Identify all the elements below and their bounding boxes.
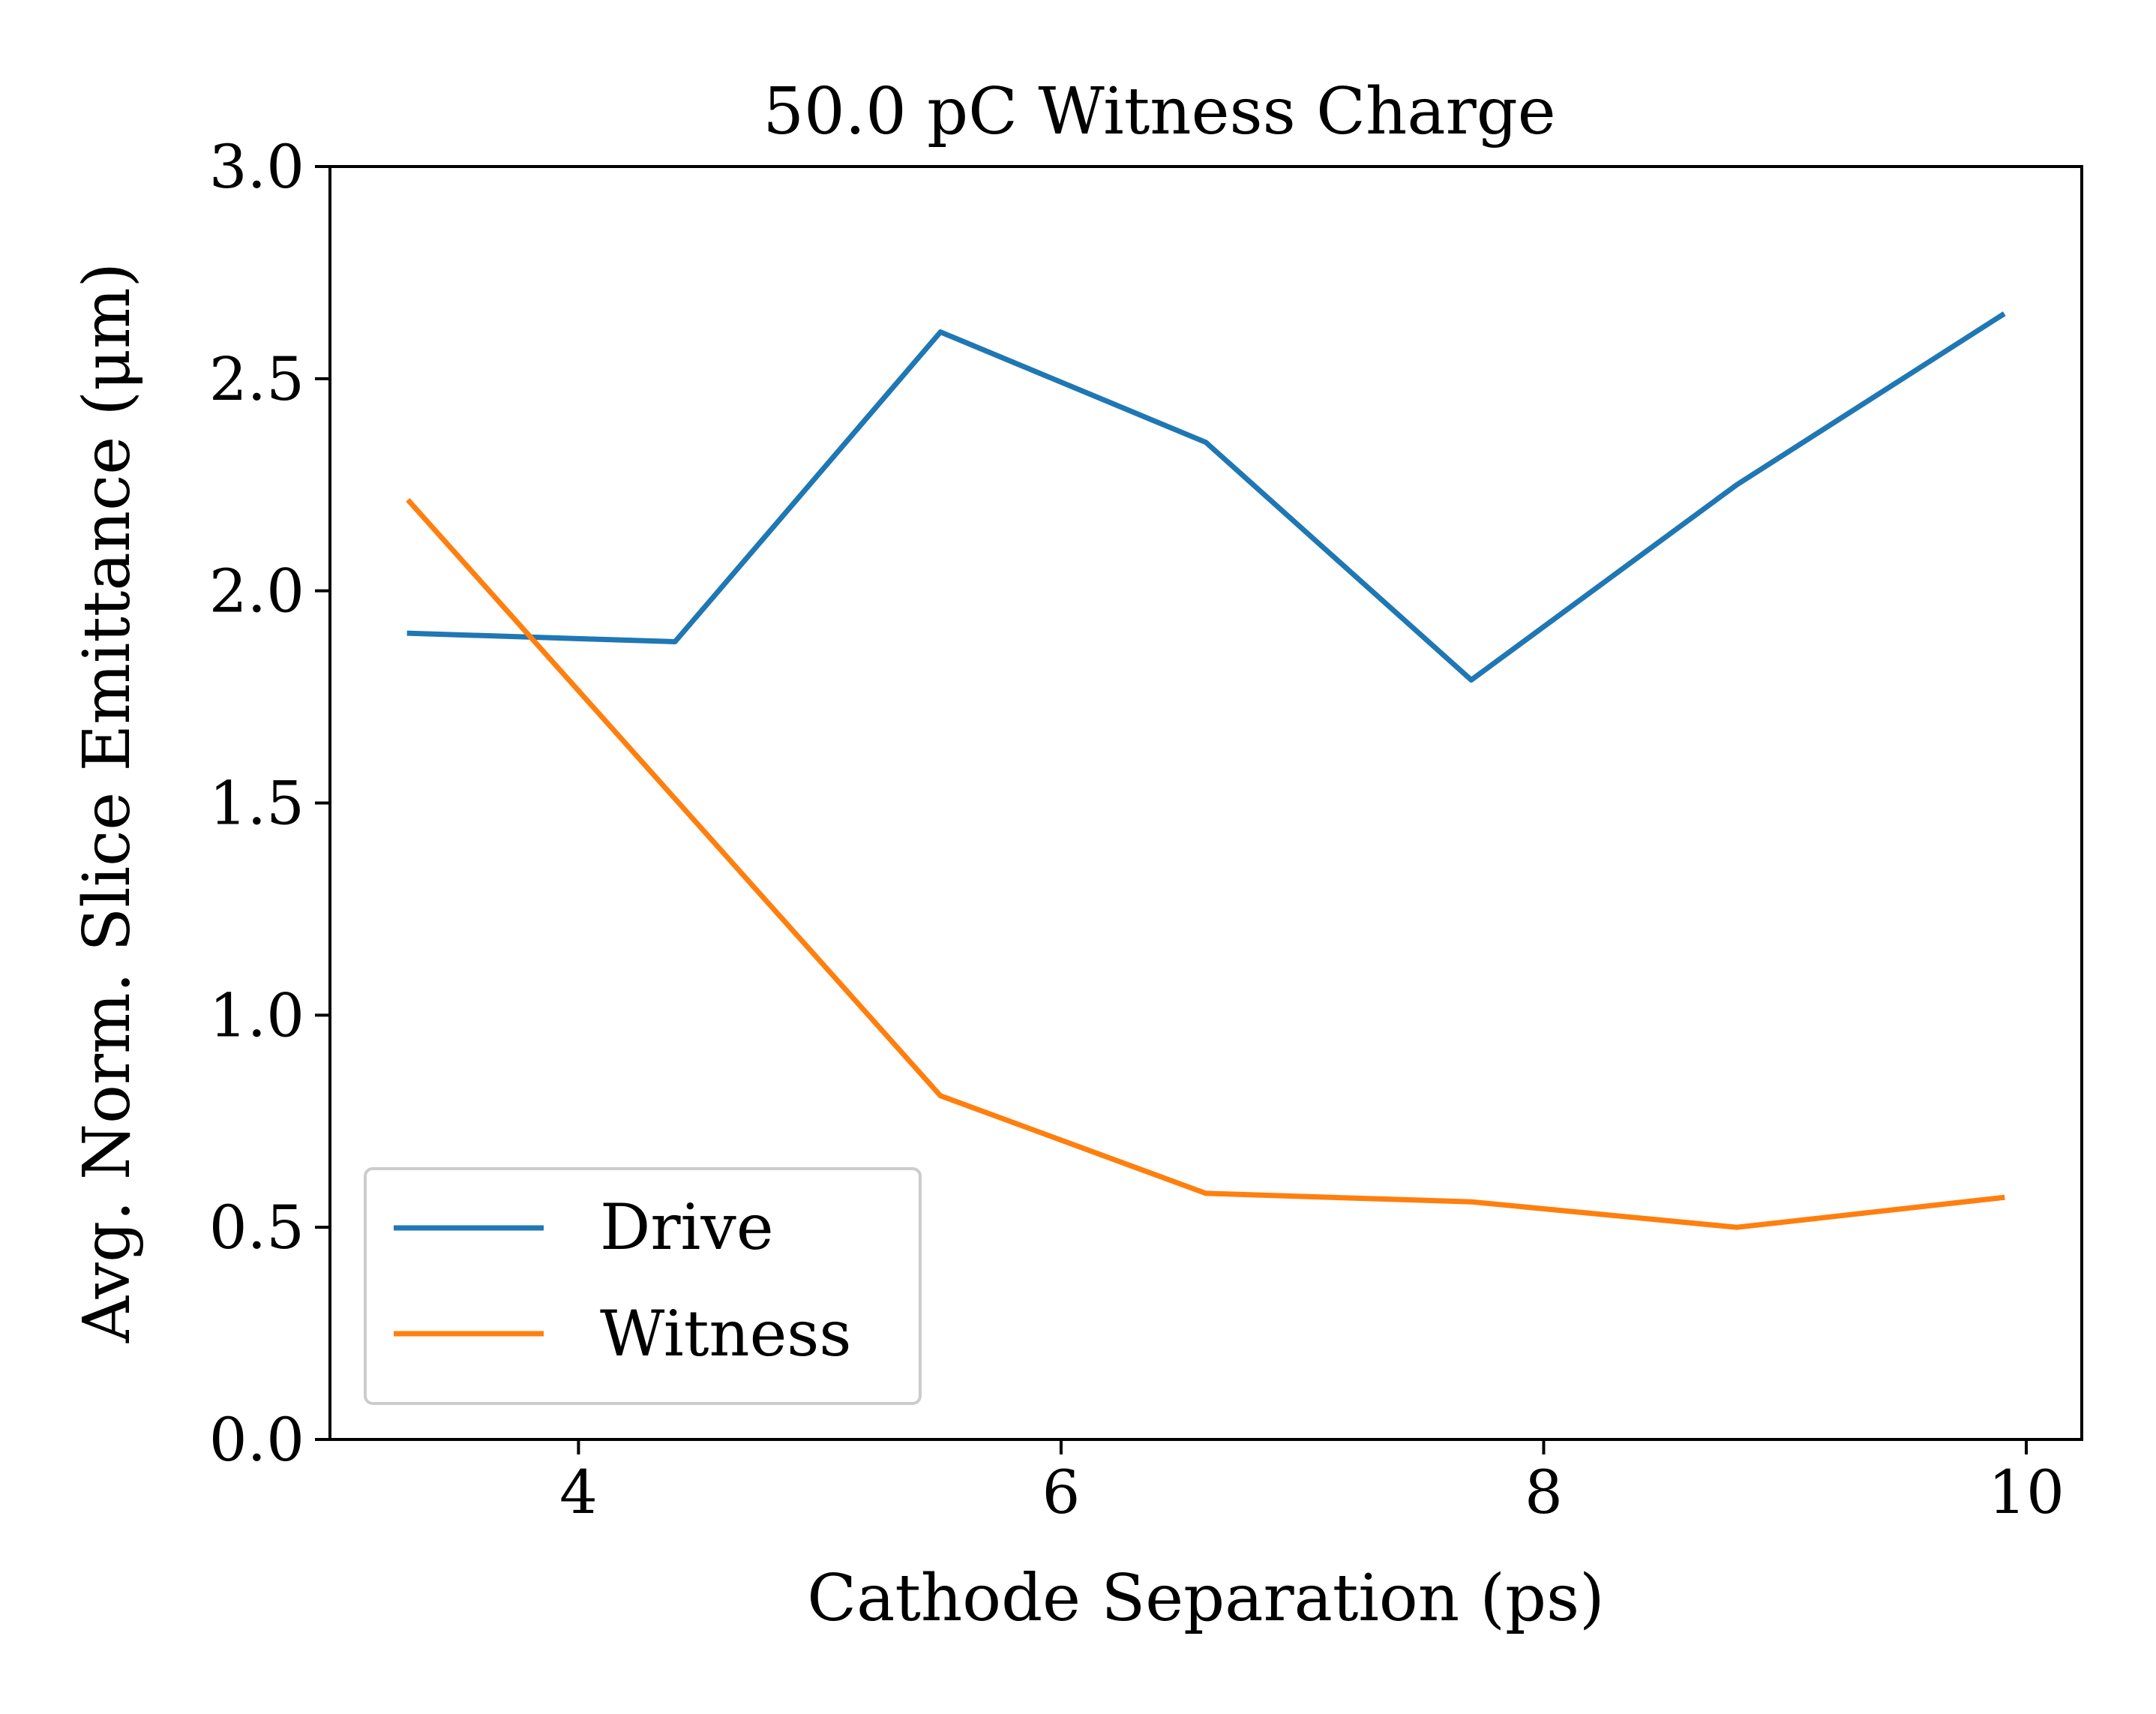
legend-label-witness: Witness bbox=[600, 1297, 852, 1370]
series-layer bbox=[406, 311, 2006, 1230]
x-axis-label: Cathode Separation (ps) bbox=[807, 1561, 1604, 1636]
y-axis-label: Avg. Norm. Slice Emittance (μm) bbox=[70, 263, 145, 1343]
y-tick-label: 0.0 bbox=[209, 1405, 304, 1475]
x-tick-label: 10 bbox=[1988, 1457, 2065, 1527]
series-line-drive bbox=[406, 311, 2006, 683]
chart-title: 50.0 pC Witness Charge bbox=[763, 74, 1555, 149]
series-line-witness bbox=[406, 497, 2005, 1230]
y-tick-label: 0.5 bbox=[209, 1193, 304, 1262]
y-tick-label: 1.5 bbox=[209, 769, 304, 839]
y-axis-ticks: 0.0 0.5 1.0 1.5 2.0 2.5 3.0 bbox=[209, 132, 330, 1475]
x-tick-label: 6 bbox=[1042, 1457, 1080, 1527]
y-tick-label: 2.5 bbox=[209, 344, 304, 414]
x-tick-label: 4 bbox=[559, 1457, 598, 1527]
y-tick-label: 3.0 bbox=[209, 132, 304, 202]
legend: Drive Witness bbox=[364, 1167, 922, 1405]
y-tick-label: 1.0 bbox=[209, 980, 304, 1050]
y-tick-label: 2.0 bbox=[209, 557, 304, 626]
x-tick-label: 8 bbox=[1525, 1457, 1563, 1527]
x-axis-ticks: 4 6 8 10 bbox=[559, 1439, 2065, 1527]
plot-frame bbox=[328, 165, 2083, 1441]
legend-label-drive: Drive bbox=[600, 1190, 774, 1264]
